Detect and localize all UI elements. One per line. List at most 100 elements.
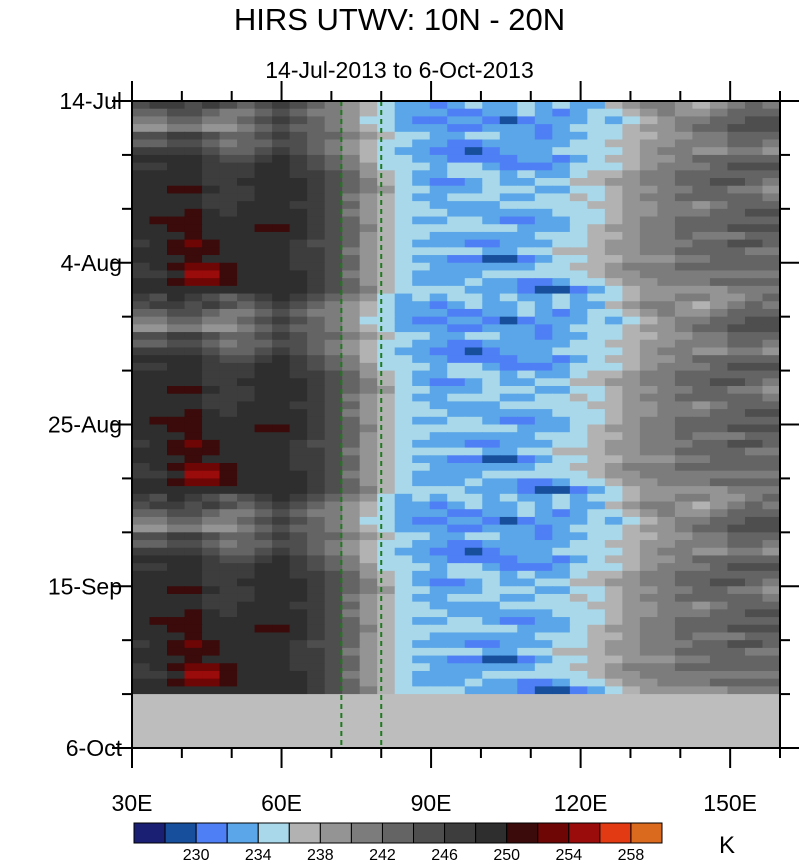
heat-cell [324,570,343,580]
heat-cell [184,178,203,187]
heat-cell [184,201,203,210]
heat-cell [552,478,571,487]
heat-cell [727,370,746,379]
heat-cell [167,162,186,171]
heat-cell [709,516,729,526]
heat-cell [762,686,780,695]
heat-cell [202,385,221,395]
heat-cell [149,247,168,256]
heat-cell [569,162,588,171]
heat-cell [289,393,308,402]
heat-cell [744,231,764,241]
heat-cell [289,378,308,387]
heat-cell [202,139,221,148]
heat-cell [639,493,658,503]
heat-cell [692,347,711,356]
heat-cell [429,593,448,603]
heat-cell [692,470,711,480]
heat-cell [237,101,256,110]
heat-cell [534,224,553,233]
heat-cell [412,224,431,233]
heat-cell [727,216,746,225]
heat-cell [657,108,676,117]
heat-cell [219,278,238,287]
heat-cell [552,285,571,295]
heat-cell [534,670,553,680]
heat-cell [184,663,203,672]
heat-cell [762,578,780,587]
heat-cell [237,170,256,179]
heat-cell [709,655,729,664]
heat-cell [412,439,431,449]
colorbar-swatch [475,822,508,844]
colorbar-swatch [195,822,228,844]
heat-cell [272,640,291,649]
heat-cell [674,147,694,156]
heat-cell [167,670,186,680]
heat-cell [639,416,658,426]
heat-cell [394,686,413,695]
heat-cell [132,154,151,164]
heat-cell [202,470,221,480]
heat-cell [219,432,238,441]
heat-cell [219,439,238,449]
heat-cell [482,409,501,418]
heat-cell [587,401,606,410]
heat-cell [604,447,623,456]
heat-cell [307,285,326,295]
heat-cell [342,131,361,141]
heat-cell [657,640,676,649]
heat-cell [744,201,764,210]
heat-cell [569,624,588,634]
heat-cell [464,409,483,418]
heat-cell [552,555,571,564]
heat-cell [324,593,343,603]
heat-cell [237,370,256,379]
heat-cell [622,624,641,634]
heat-cell [412,493,431,503]
heat-cell [447,470,466,480]
heat-cell [377,416,396,426]
heat-cell [552,570,571,580]
heat-cell [587,262,606,272]
heat-cell [324,547,343,557]
heat-cell [692,509,711,518]
heat-cell [237,593,256,603]
heat-cell [517,663,536,672]
heat-cell [237,624,256,634]
heat-cell [132,501,151,510]
heat-cell [307,593,326,603]
heat-cell [622,316,641,325]
heat-cell [674,516,694,526]
heat-cell [482,647,501,657]
heat-cell [447,547,466,557]
heat-cell [324,147,343,156]
heat-cell [272,578,291,587]
heat-cell [604,378,623,387]
heat-cell [692,162,711,171]
heat-cell [219,493,238,503]
heat-cell [727,278,746,287]
heat-cell [359,255,378,264]
heat-cell [324,540,343,549]
heat-cell [342,216,361,225]
heat-cell [219,231,238,241]
heat-cell [272,378,291,387]
heat-cell [674,131,694,141]
heat-cell [569,439,588,449]
heat-cell [622,332,641,341]
heat-cell [657,516,676,526]
heat-cell [482,632,501,641]
heat-cell [674,401,694,410]
heat-cell [552,424,571,433]
heat-cell [167,516,186,526]
heat-cell [307,555,326,564]
heat-cell [569,370,588,379]
heat-cell [622,593,641,603]
heat-cell [132,509,151,518]
heat-cell [657,547,676,557]
heat-cell [534,570,553,580]
heat-cell [272,632,291,641]
heat-cell [342,663,361,672]
heat-cell [499,101,518,110]
